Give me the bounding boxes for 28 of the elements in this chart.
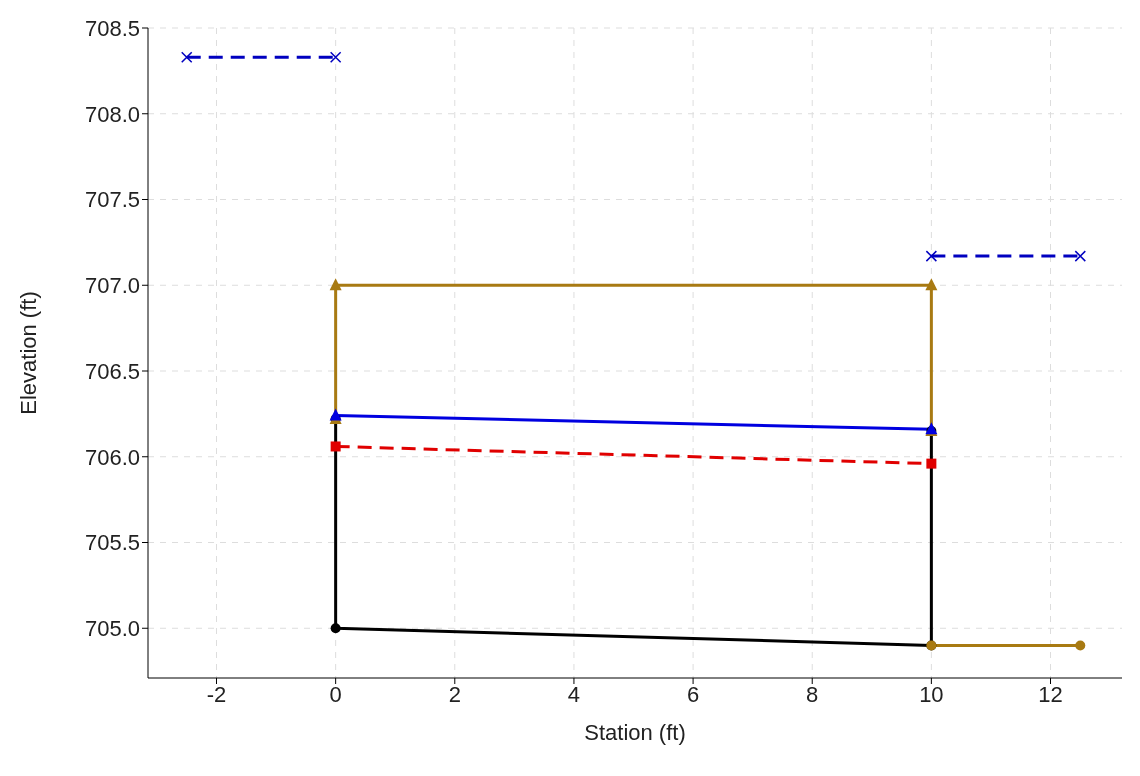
x-tick-label: 10: [919, 681, 944, 707]
point: [1074, 250, 1087, 262]
x-axis-title: Station (ft): [584, 720, 686, 745]
y-tick-label: 707.5: [84, 187, 140, 213]
y-axis-title: Elevation (ft): [15, 291, 41, 415]
y-tick-label: 706.0: [84, 444, 140, 470]
point: [180, 51, 193, 63]
y-tick-label: 705.5: [84, 530, 140, 556]
point: [925, 278, 938, 291]
point: [330, 623, 341, 634]
x-tick-label: 4: [567, 681, 581, 707]
y-tick-label: 708.5: [84, 15, 140, 41]
x-tick-label: 6: [686, 681, 700, 707]
point: [925, 250, 938, 262]
point: [330, 441, 341, 452]
y-tick-label: 708.0: [84, 101, 140, 127]
y-tick-label: 705.0: [84, 616, 140, 642]
point: [926, 458, 937, 469]
point: [329, 51, 342, 63]
x-tick-label: 12: [1038, 681, 1063, 707]
x-tick-label: 2: [448, 681, 461, 707]
x-tick-label: 0: [329, 681, 342, 707]
point: [329, 278, 342, 291]
y-tick-label: 707.0: [84, 273, 140, 299]
x-tick-label: -2: [206, 681, 227, 707]
point: [1075, 640, 1086, 651]
y-tick-label: 706.5: [84, 358, 140, 384]
x-tick-label: 8: [806, 681, 819, 707]
